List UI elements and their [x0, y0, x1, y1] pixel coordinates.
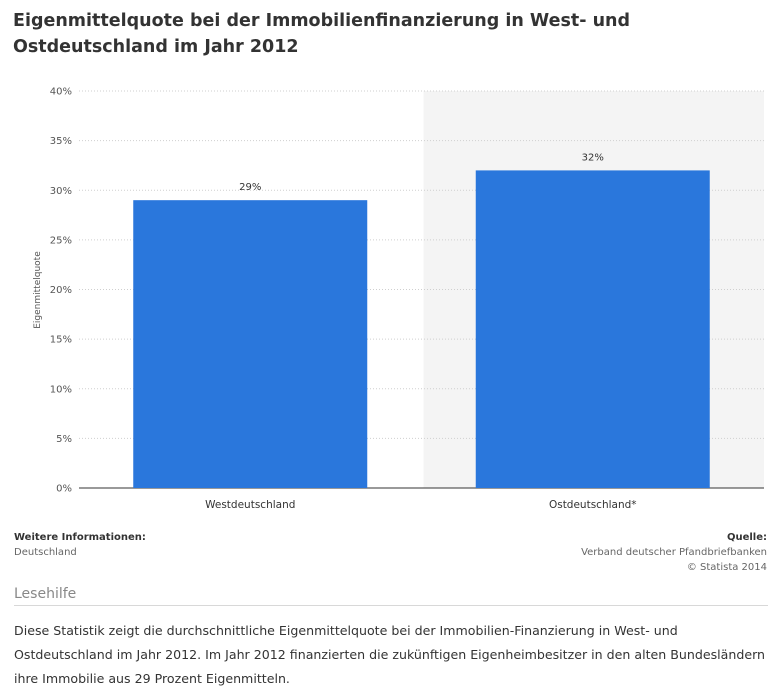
chart-title: Eigenmittelquote bei der Immobilienfinan…: [13, 11, 631, 57]
x-tick-label: Ostdeutschland*: [549, 499, 637, 511]
y-axis-title: Eigenmittelquote: [33, 251, 43, 329]
bar-1: [133, 200, 368, 489]
y-tick-label: 10%: [50, 384, 72, 395]
source-value: Verband deutscher Pfandbriefbanken: [581, 547, 767, 558]
further-info-heading: Weitere Informationen:: [14, 532, 146, 543]
y-tick-label: 0%: [56, 484, 72, 495]
further-info: Weitere Informationen: Deutschland: [14, 530, 146, 560]
source-info: Quelle: Verband deutscher Pfandbriefbank…: [581, 530, 767, 575]
y-tick-label: 40%: [50, 87, 72, 98]
y-tick-label: 15%: [50, 335, 72, 346]
copyright-text: © Statista 2014: [686, 562, 767, 573]
bar-2: [475, 170, 710, 488]
y-tick-label: 20%: [50, 285, 72, 296]
source-heading: Quelle:: [726, 532, 767, 543]
y-tick-label: 30%: [50, 186, 72, 197]
data-label: 29%: [239, 182, 261, 193]
x-tick-label: Westdeutschland: [205, 499, 295, 511]
data-label: 32%: [582, 152, 604, 163]
lesehilfe-text: Diese Statistik zeigt die durchschnittli…: [14, 623, 766, 686]
lesehilfe-heading: Lesehilfe: [14, 586, 768, 606]
y-tick-label: 35%: [50, 136, 72, 147]
further-info-value: Deutschland: [14, 547, 77, 558]
bar-chart: 0% 5% 10% 15% 20% 25% 30% 35% 40% 29% Westdeutschl…: [33, 87, 764, 511]
y-tick-label: 25%: [50, 235, 72, 246]
y-tick-label: 5%: [56, 434, 72, 445]
